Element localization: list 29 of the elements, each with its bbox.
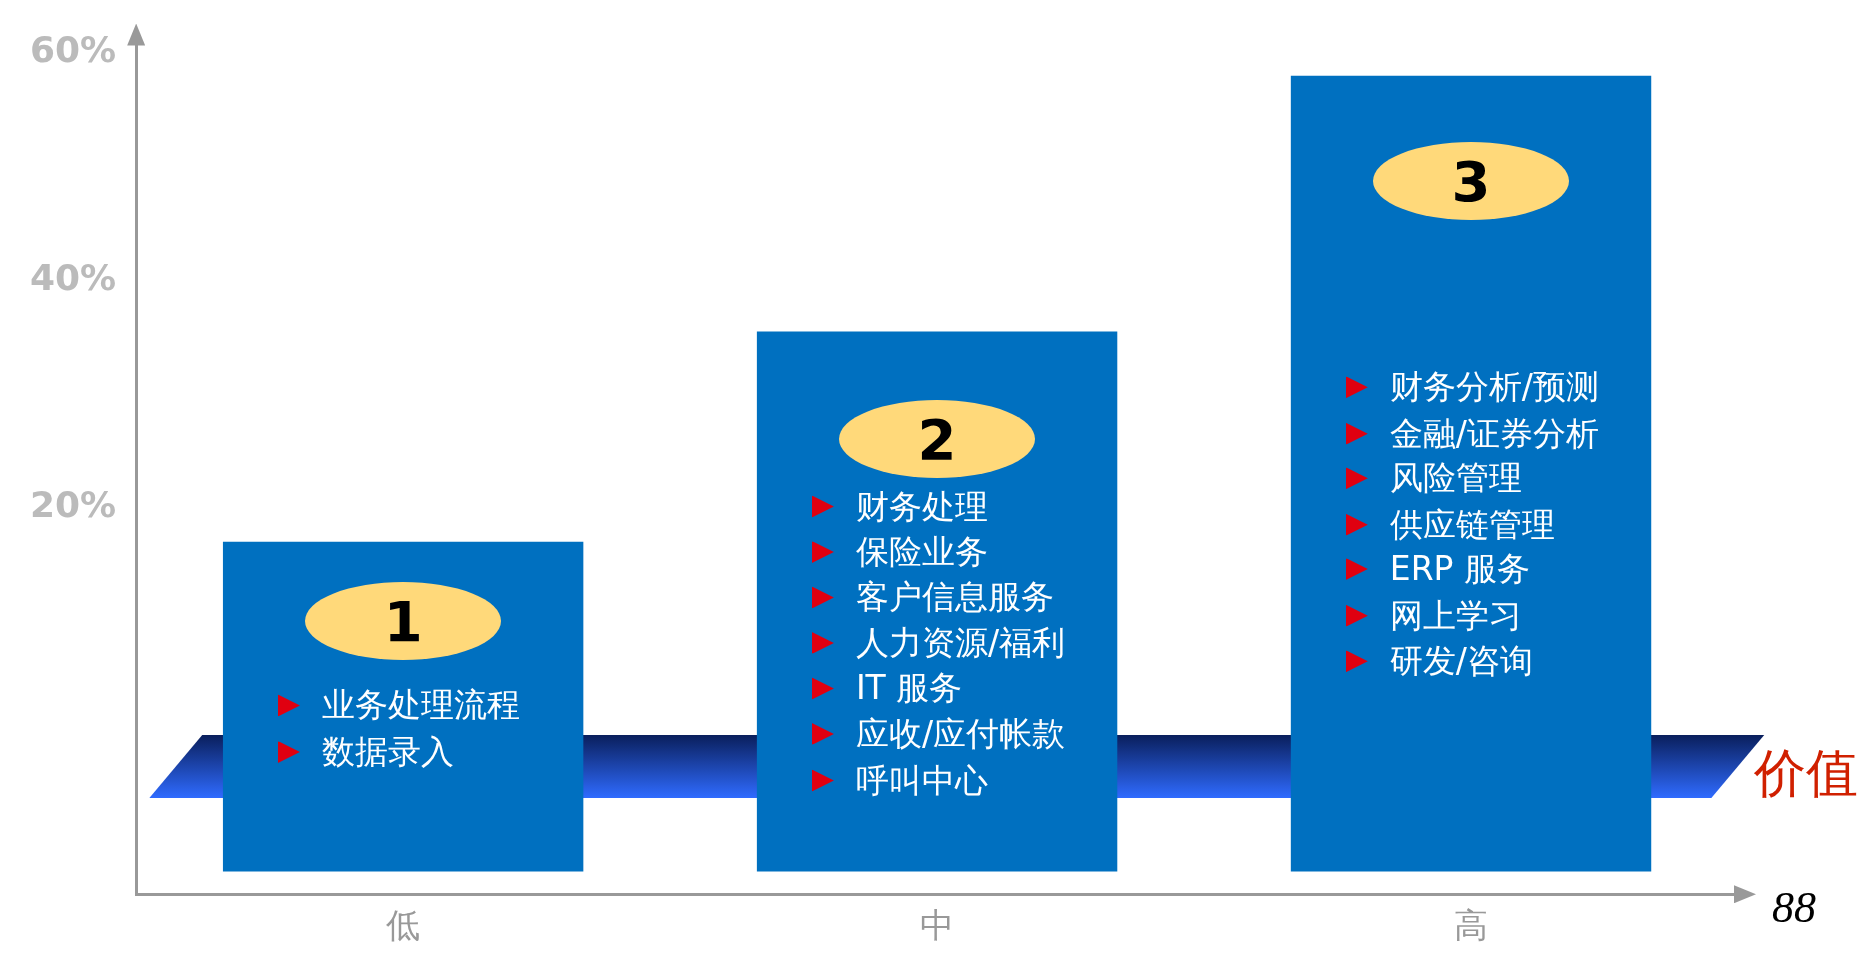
annotation: ERP 服务: [1389, 547, 1530, 590]
annotation: 网上学习: [1389, 594, 1522, 637]
annotation: 客户信息服务: [855, 576, 1054, 618]
annotation: 2: [839, 400, 1036, 479]
annotation: 应收/应付帐款: [855, 712, 1065, 755]
text: 88: [1772, 882, 1816, 934]
bar: [756, 331, 1118, 872]
x-tick-label: 中: [920, 905, 955, 946]
annotation: 研发/咨询: [1389, 639, 1533, 682]
annotation: 风险管理: [1389, 456, 1522, 499]
annotation: 供应链管理: [1389, 503, 1555, 546]
bar: [1290, 75, 1652, 872]
annotation: 财务处理: [855, 485, 988, 528]
annotation: 人力资源/福利: [855, 621, 1065, 664]
y-tick-label: 60%: [30, 29, 117, 71]
annotation: 保险业务: [855, 530, 988, 573]
annotation: 数据录入: [321, 730, 454, 773]
x-tick-label: 高: [1454, 905, 1489, 946]
annotation: 3: [1373, 142, 1570, 221]
annotation: 财务分析/预测: [1389, 365, 1599, 408]
annotation: 金融/证券分析: [1389, 412, 1599, 455]
annotation: 呼叫中心: [855, 759, 988, 801]
annotation: 价值: [1754, 742, 1858, 806]
annotation: 1: [305, 582, 502, 661]
y-tick-label: 40%: [30, 256, 117, 298]
annotation: IT 服务: [855, 666, 963, 709]
x-tick-label: 低: [386, 905, 421, 946]
annotation: 业务处理流程: [321, 684, 520, 726]
y-tick-label: 20%: [30, 484, 117, 526]
